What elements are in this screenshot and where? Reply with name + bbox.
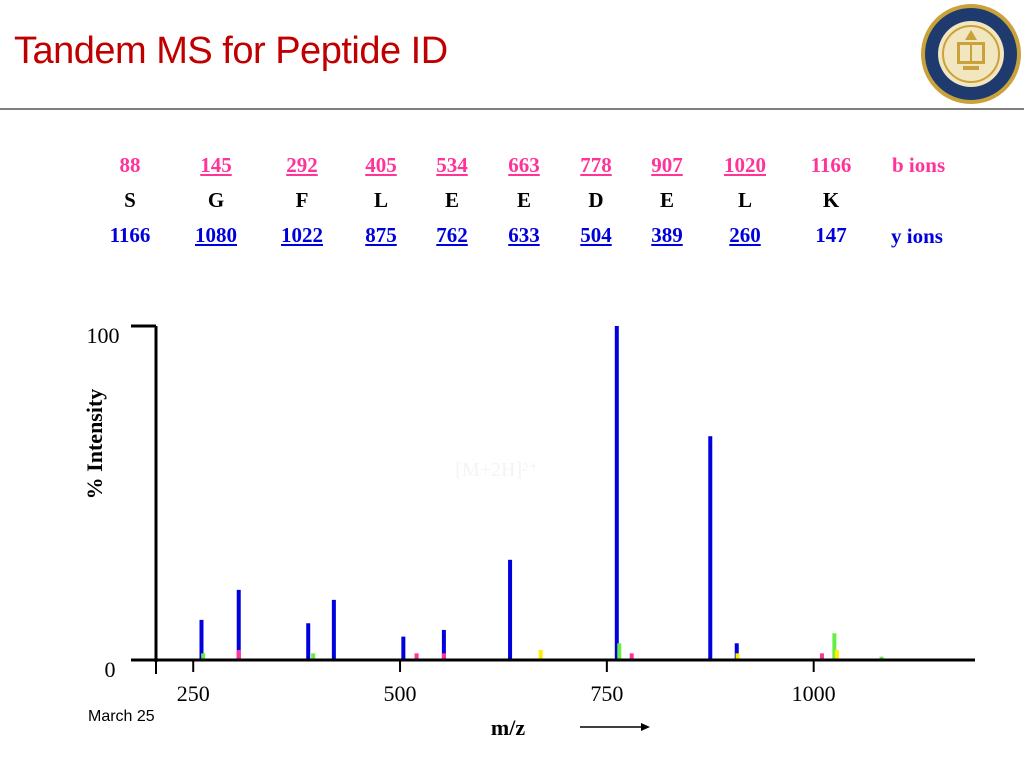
b-ions-label: b ions bbox=[892, 153, 946, 177]
spectrum-peak bbox=[879, 656, 884, 660]
spectrum-peak bbox=[311, 653, 316, 660]
spectrum-peak bbox=[472, 639, 477, 660]
residue-cell: S bbox=[124, 188, 136, 212]
title-divider bbox=[0, 108, 1024, 110]
y-ion-cell: 633 bbox=[508, 223, 540, 247]
y-ion-cell: 504 bbox=[580, 223, 612, 247]
residue-cell: E bbox=[444, 188, 459, 212]
spectrum-peak bbox=[609, 646, 613, 660]
b-ion-cell: 292 bbox=[286, 153, 318, 177]
uc-san-diego-seal-icon bbox=[921, 4, 1021, 104]
y-axis-label: % Intensity bbox=[82, 389, 107, 500]
spectrum-peak bbox=[614, 326, 619, 660]
y-ion-cell: 1080 bbox=[195, 223, 237, 247]
spectrum-peak bbox=[201, 653, 206, 660]
b-ion-cell: 1020 bbox=[724, 153, 766, 177]
b-ion-cell: 778 bbox=[580, 153, 612, 177]
y-ion-cell: 762 bbox=[436, 223, 468, 247]
y-ion-cell: 260 bbox=[729, 223, 761, 247]
spectrum-peak bbox=[441, 653, 446, 660]
spectrum-peak bbox=[708, 436, 713, 660]
spectrum-peak bbox=[414, 653, 419, 660]
spectrum-peak bbox=[472, 493, 477, 660]
slide-title: Tandem MS for Peptide ID bbox=[14, 30, 448, 72]
footer-date: March 25 bbox=[88, 708, 155, 725]
residue-cell: L bbox=[373, 188, 388, 212]
residue-cell: E bbox=[516, 188, 531, 212]
y-ion-cell: 1166 bbox=[109, 223, 151, 247]
x-tick-label: 500 bbox=[384, 681, 417, 706]
spectrum-peak bbox=[236, 589, 241, 660]
residue-cell: E bbox=[659, 188, 674, 212]
residue-cell: D bbox=[588, 188, 604, 212]
spectrum-peak bbox=[306, 623, 311, 660]
y-tick-label: 100 bbox=[87, 323, 120, 348]
b-ion-cell: 88 bbox=[119, 153, 141, 177]
y-tick-label: 0 bbox=[105, 657, 116, 682]
y-ions-label: y ions bbox=[891, 224, 943, 248]
b-ion-cell: 663 bbox=[508, 153, 540, 177]
b-ion-cell: 145 bbox=[200, 153, 232, 177]
spectrum-peak bbox=[834, 649, 839, 660]
b-ion-cell: 907 bbox=[651, 153, 683, 177]
spectrum-peak bbox=[421, 609, 426, 660]
y-ion-cell: 1022 bbox=[281, 223, 323, 247]
x-axis-arrowhead-icon bbox=[641, 723, 650, 731]
spectrum-peak bbox=[331, 599, 336, 660]
spectrum-peak bbox=[401, 636, 406, 660]
spectrum-peak bbox=[508, 559, 513, 660]
b-ion-cell: 534 bbox=[436, 153, 468, 177]
spectrum-peak bbox=[538, 649, 543, 660]
spectrum-peak bbox=[735, 653, 740, 660]
b-ion-cell: 405 bbox=[365, 153, 397, 177]
spectrum-peak bbox=[819, 653, 824, 660]
residue-cell: L bbox=[737, 188, 752, 212]
spectrum-peak bbox=[617, 643, 622, 660]
x-tick-label: 250 bbox=[177, 681, 210, 706]
residue-cell: K bbox=[822, 188, 840, 212]
x-tick-label: 1000 bbox=[792, 681, 836, 706]
y-ion-cell: 147 bbox=[815, 223, 847, 247]
spectrum-peak bbox=[199, 619, 204, 660]
b-ion-cell: 1166 bbox=[810, 153, 852, 177]
x-tick-label: 750 bbox=[590, 681, 623, 706]
spectrum-peak bbox=[441, 629, 446, 660]
spectrum-peak bbox=[832, 633, 837, 660]
precursor-annotation: [M+2H]²⁺ bbox=[455, 459, 538, 481]
y-ion-cell: 875 bbox=[365, 223, 397, 247]
spectrum-peak bbox=[734, 643, 739, 660]
spectrum-peak bbox=[236, 649, 241, 660]
y-ion-cell: 389 bbox=[651, 223, 683, 247]
x-axis-label: m/z bbox=[491, 715, 525, 740]
residue-cell: F bbox=[295, 188, 309, 212]
spectrum-peak bbox=[629, 653, 634, 660]
residue-cell: G bbox=[207, 188, 225, 212]
